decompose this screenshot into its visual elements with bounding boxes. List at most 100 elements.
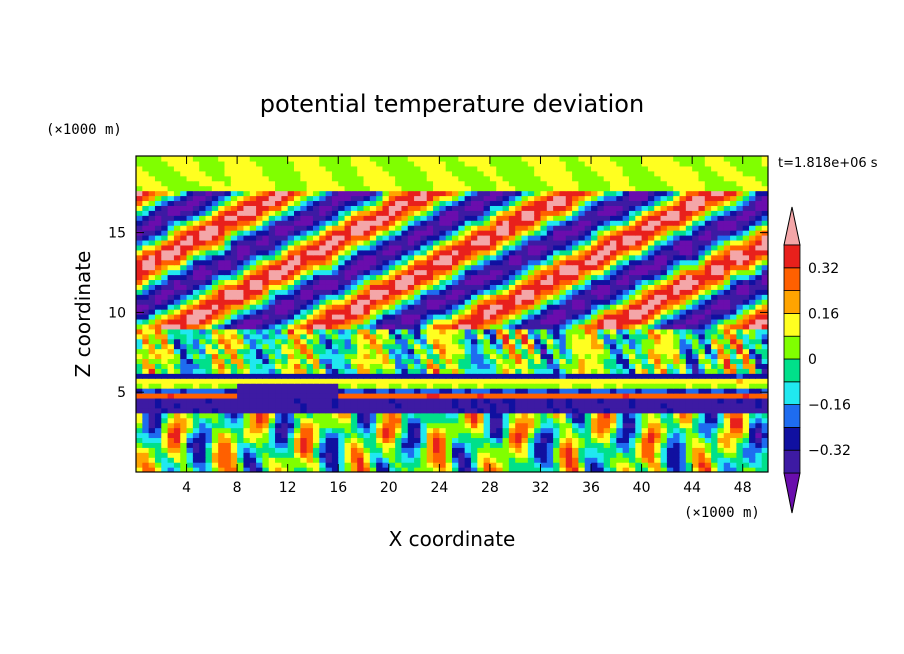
field-cell bbox=[730, 318, 737, 325]
field-cell bbox=[180, 314, 188, 320]
field-cell bbox=[325, 383, 333, 389]
field-cell bbox=[610, 388, 617, 394]
field-cell bbox=[711, 244, 719, 251]
field-cell bbox=[154, 333, 162, 340]
field-cell bbox=[224, 289, 232, 295]
field-cell bbox=[647, 230, 655, 236]
field-cell bbox=[711, 259, 719, 266]
field-cell bbox=[148, 343, 156, 350]
field-cell bbox=[578, 457, 586, 463]
field-cell bbox=[673, 264, 681, 271]
field-cell bbox=[218, 328, 226, 335]
field-cell bbox=[142, 314, 150, 320]
field-cell bbox=[256, 373, 263, 379]
field-cell bbox=[186, 467, 194, 472]
field-cell bbox=[294, 383, 301, 389]
field-cell bbox=[180, 427, 188, 434]
field-cell bbox=[433, 235, 440, 241]
field-cell bbox=[597, 422, 605, 429]
field-cell bbox=[161, 323, 169, 330]
field-cell bbox=[597, 235, 605, 241]
field-cell bbox=[711, 264, 719, 271]
field-cell bbox=[256, 432, 263, 439]
field-cell bbox=[319, 284, 327, 290]
field-cell bbox=[597, 358, 605, 364]
field-cell bbox=[591, 254, 598, 261]
field-cell bbox=[749, 328, 756, 335]
field-cell bbox=[407, 279, 415, 285]
field-cell bbox=[698, 235, 706, 241]
field-cell bbox=[148, 314, 156, 320]
field-cell bbox=[414, 397, 421, 404]
field-cell bbox=[610, 299, 617, 305]
field-cell bbox=[161, 402, 169, 409]
field-cell bbox=[319, 442, 327, 448]
field-cell bbox=[382, 417, 390, 424]
field-cell bbox=[616, 467, 624, 472]
field-cell bbox=[369, 239, 377, 246]
field-cell bbox=[382, 274, 390, 281]
field-cell bbox=[622, 373, 630, 379]
field-cell bbox=[287, 279, 295, 285]
field-cell bbox=[464, 452, 472, 458]
field-cell bbox=[243, 353, 251, 360]
field-cell bbox=[685, 244, 693, 251]
field-cell bbox=[382, 442, 390, 448]
field-cell bbox=[294, 244, 301, 251]
field-cell bbox=[685, 314, 693, 320]
field-cell bbox=[489, 412, 497, 419]
field-cell bbox=[603, 373, 611, 379]
field-cell bbox=[635, 343, 643, 350]
field-cell bbox=[755, 289, 763, 295]
field-cell bbox=[673, 230, 681, 236]
field-cell bbox=[230, 338, 238, 345]
field-cell bbox=[755, 358, 763, 364]
field-cell bbox=[736, 274, 744, 281]
field-cell bbox=[237, 289, 245, 295]
field-cell bbox=[597, 343, 605, 350]
field-cell bbox=[584, 378, 592, 384]
field-cell bbox=[711, 417, 719, 424]
field-cell bbox=[628, 397, 636, 404]
field-cell bbox=[331, 289, 339, 295]
field-cell bbox=[692, 333, 700, 340]
field-cell bbox=[711, 338, 719, 345]
field-cell bbox=[717, 244, 725, 251]
field-cell bbox=[237, 452, 245, 458]
field-cell bbox=[717, 309, 725, 315]
field-cell bbox=[268, 378, 276, 384]
field-cell bbox=[218, 348, 226, 355]
field-cell bbox=[363, 289, 371, 295]
field-cell bbox=[294, 447, 301, 453]
field-cell bbox=[382, 259, 390, 266]
field-cell bbox=[268, 442, 276, 448]
field-cell bbox=[237, 343, 245, 350]
field-cell bbox=[654, 402, 662, 409]
field-cell bbox=[426, 407, 434, 414]
field-cell bbox=[136, 462, 143, 468]
field-cell bbox=[439, 318, 447, 325]
field-cell bbox=[452, 259, 459, 266]
field-cell bbox=[622, 412, 630, 419]
field-cell bbox=[647, 244, 655, 251]
field-cell bbox=[508, 225, 516, 231]
field-cell bbox=[338, 289, 346, 295]
field-cell bbox=[470, 244, 478, 251]
field-cell bbox=[622, 388, 630, 394]
field-cell bbox=[685, 393, 693, 399]
field-cell bbox=[382, 269, 390, 276]
field-cell bbox=[666, 397, 674, 404]
field-cell bbox=[673, 235, 681, 241]
field-cell bbox=[325, 309, 333, 315]
field-cell bbox=[755, 230, 763, 236]
field-cell bbox=[420, 249, 428, 256]
field-cell bbox=[534, 442, 542, 448]
field-cell bbox=[262, 393, 270, 399]
field-cell bbox=[496, 294, 504, 300]
field-cell bbox=[338, 328, 346, 335]
field-cell bbox=[673, 407, 681, 414]
field-cell bbox=[704, 388, 712, 394]
field-cell bbox=[572, 393, 579, 399]
field-cell bbox=[591, 412, 598, 419]
field-cell bbox=[148, 427, 156, 434]
